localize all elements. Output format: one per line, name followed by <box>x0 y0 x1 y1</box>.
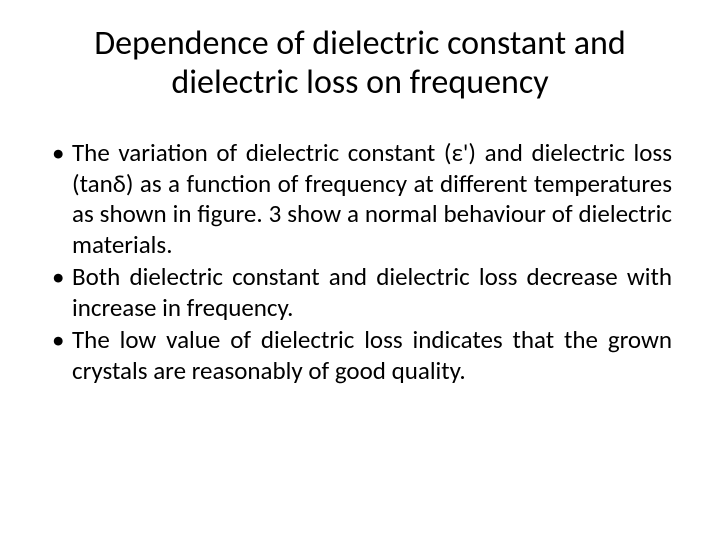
list-item: Both dielectric constant and dielectric … <box>48 262 672 323</box>
title-line-1: Dependence of dielectric constant and <box>94 23 626 64</box>
list-item: The low value of dielectric loss indicat… <box>48 325 672 386</box>
title-line-2: dielectric loss on frequency <box>171 62 548 103</box>
bullet-list: The variation of dielectric constant (ε'… <box>48 138 672 388</box>
list-item: The variation of dielectric constant (ε'… <box>48 138 672 260</box>
slide: Dependence of dielectric constant and di… <box>0 0 720 540</box>
slide-title: Dependence of dielectric constant and di… <box>48 24 672 102</box>
